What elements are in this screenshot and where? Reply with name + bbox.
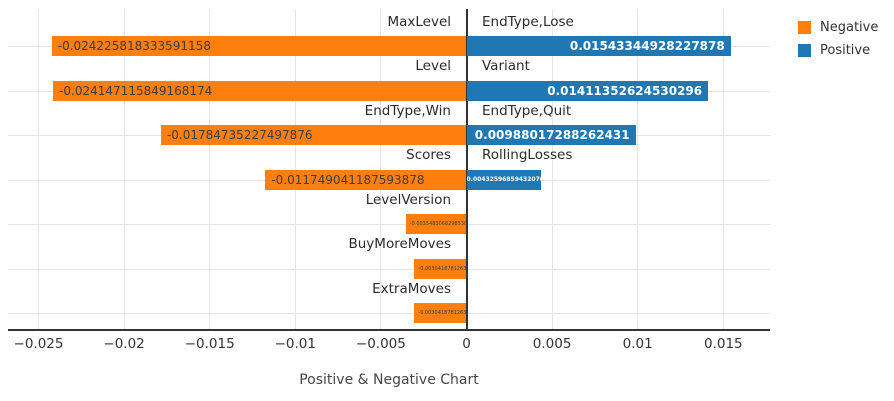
legend-swatch-negative-icon <box>798 21 811 34</box>
x-tick-label: 0.01 <box>622 336 653 352</box>
x-tick-label: −0.01 <box>274 336 316 352</box>
chart-title: Positive & Negative Chart <box>299 372 479 388</box>
category-label-negative: BuyMoreMoves <box>348 236 451 252</box>
category-label-negative: Scores <box>406 147 451 163</box>
x-tick-label: −0.02 <box>103 336 145 352</box>
x-tick-label: 0.005 <box>532 336 572 352</box>
gridline-horizontal <box>8 224 770 225</box>
bar-positive[interactable]: 0.00988017288262431 <box>466 125 636 145</box>
bar-value-negative: -0.024147115849168174 <box>59 83 213 98</box>
bar-positive[interactable]: 0.004325968594320708 <box>466 169 541 190</box>
bar-value-negative: -0.011749041187593878 <box>271 172 425 187</box>
category-label-positive: EndType,Quit <box>482 102 572 119</box>
bar-value-positive: 0.004325968594320708 <box>466 175 541 183</box>
bar-value-positive: 0.01543344928227878 <box>569 39 725 53</box>
x-tick-label: 0.015 <box>703 336 743 352</box>
category-label-positive: EndType,Lose <box>482 13 574 30</box>
x-axis-line <box>8 328 770 331</box>
x-tick-label: −0.025 <box>13 336 64 352</box>
bar-negative[interactable]: -0.024147115849168174 <box>53 80 467 101</box>
category-label-positive: RollingLosses <box>482 147 573 163</box>
gridline-vertical <box>551 9 553 329</box>
legend-item-negative[interactable]: Negative <box>798 20 878 35</box>
legend-label-negative: Negative <box>820 20 879 35</box>
bar-positive[interactable]: 0.01543344928227878 <box>466 36 731 56</box>
bar-value-negative: -0.024225818333591158 <box>57 39 211 53</box>
legend-label-positive: Positive <box>820 43 871 58</box>
bar-negative[interactable]: -0.003041878126369975 <box>414 303 467 323</box>
bar-negative[interactable]: -0.003548306829853087 <box>405 214 467 234</box>
gridline-vertical <box>722 9 724 329</box>
legend-swatch-positive-icon <box>798 44 811 57</box>
legend-item-positive[interactable]: Positive <box>798 43 878 58</box>
bar-negative[interactable]: -0.011749041187593878 <box>265 169 467 190</box>
category-label-negative: MaxLevel <box>387 13 451 30</box>
bar-value-negative: -0.003548306829853087 <box>409 221 467 227</box>
gridline-vertical <box>294 9 296 329</box>
bar-value-negative: -0.003041878126369975 <box>418 310 467 316</box>
legend: Negative Positive <box>798 20 878 66</box>
bar-value-negative: -0.003041878126369975 <box>418 265 467 272</box>
bar-positive[interactable]: 0.01411352624530296 <box>466 80 709 101</box>
gridline-vertical <box>637 9 639 329</box>
category-label-negative: LevelVersion <box>365 191 451 208</box>
zero-line <box>465 9 468 329</box>
bar-value-negative: -0.01784735227497876 <box>166 128 313 142</box>
gridline-vertical <box>380 9 382 329</box>
gridline-vertical <box>38 9 39 329</box>
bar-value-positive: 0.00988017288262431 <box>474 128 630 142</box>
x-tick-label: −0.005 <box>355 336 406 352</box>
category-label-positive: Variant <box>482 58 530 74</box>
gridline-horizontal <box>8 268 770 270</box>
gridline-horizontal <box>8 313 770 314</box>
x-tick-label: 0 <box>462 336 471 352</box>
bar-value-positive: 0.01411352624530296 <box>547 83 703 98</box>
x-tick-label: −0.015 <box>184 336 235 352</box>
bar-negative[interactable]: -0.003041878126369975 <box>414 258 467 279</box>
bar-negative[interactable]: -0.024225818333591158 <box>51 36 467 56</box>
category-label-negative: ExtraMoves <box>372 280 451 297</box>
category-label-negative: EndType,Win <box>364 102 451 119</box>
gridline-vertical <box>123 9 125 329</box>
category-label-negative: Level <box>415 58 451 74</box>
bar-negative[interactable]: -0.01784735227497876 <box>160 125 467 145</box>
gridline-vertical <box>209 9 211 329</box>
